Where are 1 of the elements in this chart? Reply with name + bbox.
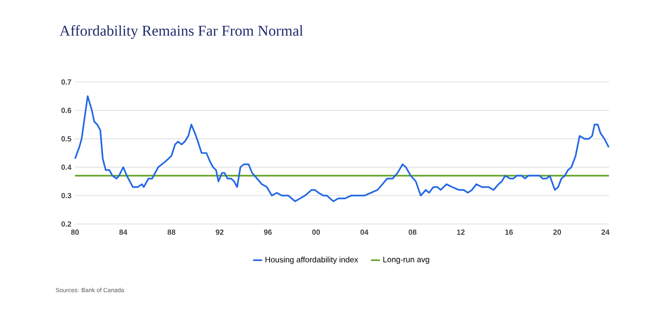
chart-title: Affordability Remains Far From Normal (60, 25, 303, 39)
